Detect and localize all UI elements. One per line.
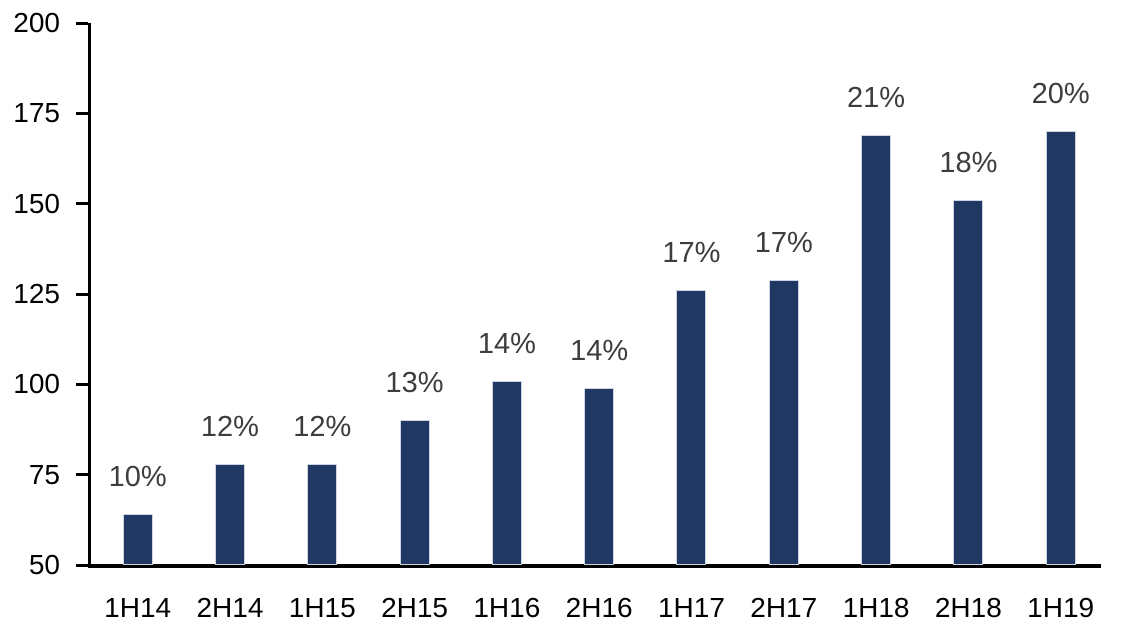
bar-data-label: 14% xyxy=(477,327,536,360)
y-axis-tick-mark xyxy=(76,292,88,296)
bar xyxy=(491,380,522,565)
y-axis-tick-label: 50 xyxy=(28,549,60,580)
x-axis-category-label: 1H18 xyxy=(842,592,910,623)
y-axis-line xyxy=(88,23,91,568)
bar-data-label: 21% xyxy=(847,82,906,114)
x-axis-category-label: 2H16 xyxy=(565,592,633,623)
bar xyxy=(399,420,430,565)
y-axis-tick-label: 75 xyxy=(28,458,60,490)
x-axis-category-label: 1H15 xyxy=(288,592,356,623)
bar xyxy=(768,279,799,565)
x-axis-category-label: 1H17 xyxy=(657,592,725,623)
x-axis-category-label: 2H14 xyxy=(196,592,264,623)
y-axis-tick-label: 100 xyxy=(13,368,60,400)
bar xyxy=(122,514,153,565)
y-axis-tick-label: 125 xyxy=(13,278,60,309)
bar-data-label: 14% xyxy=(570,334,629,367)
x-axis-category-label: 1H19 xyxy=(1027,592,1095,623)
bar-data-label: 20% xyxy=(1031,78,1090,111)
bar xyxy=(676,290,707,565)
bar xyxy=(214,463,245,565)
y-axis-tick-mark xyxy=(76,473,88,477)
x-axis-category-label: 2H18 xyxy=(934,592,1002,623)
bar-data-label: 12% xyxy=(200,410,259,443)
y-axis-tick-mark xyxy=(76,382,88,386)
bar xyxy=(584,387,615,565)
x-axis-category-label: 2H17 xyxy=(750,592,818,623)
bar xyxy=(1045,131,1076,565)
x-axis-category-label: 1H14 xyxy=(104,592,172,623)
bar xyxy=(953,200,984,565)
bar xyxy=(307,463,338,565)
bar-data-label: 17% xyxy=(662,237,721,270)
bar-data-label: 18% xyxy=(939,147,998,180)
y-axis-tick-mark xyxy=(76,111,88,115)
y-axis-tick-label: 175 xyxy=(13,97,60,129)
y-axis-tick-mark xyxy=(76,202,88,206)
bar-data-label: 12% xyxy=(293,410,352,443)
bar-data-label: 17% xyxy=(754,226,813,259)
y-axis-tick-mark xyxy=(76,563,88,567)
bar-data-label: 13% xyxy=(385,367,444,400)
bar xyxy=(861,135,892,565)
x-axis-line xyxy=(88,564,1101,568)
x-axis-category-label: 1H16 xyxy=(473,592,541,623)
bar-data-label: 10% xyxy=(108,461,167,494)
y-axis-tick-label: 200 xyxy=(13,7,60,38)
x-axis-category-label: 2H15 xyxy=(381,592,448,623)
y-axis-tick-mark xyxy=(76,21,88,25)
y-axis-tick-label: 150 xyxy=(13,187,60,219)
